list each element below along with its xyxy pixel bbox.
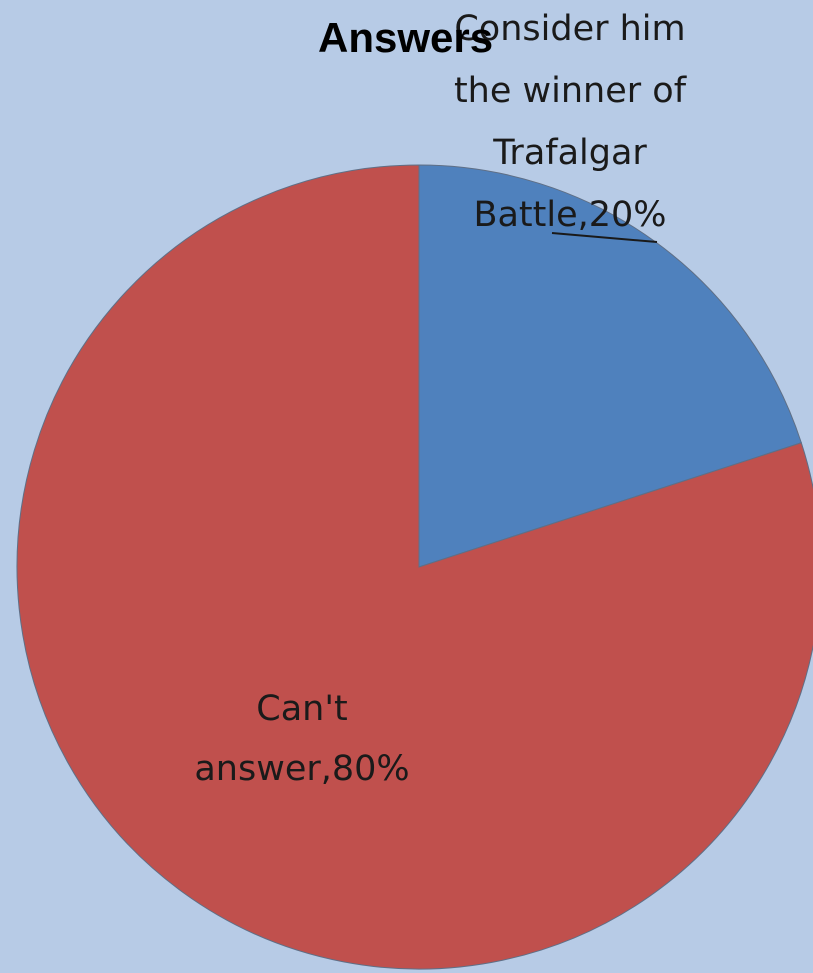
slice-labels: Consider him the winner of Trafalgar Battle… [194, 9, 686, 789]
slice-label-consider-him-the-winner-of-trafalgar-battle: Consider him the winner of Trafalgar Battle… [454, 9, 687, 235]
slice-label-line: Battle,20% [473, 195, 666, 235]
slice-label-line: Consider him [454, 9, 685, 49]
slice-label-line: Trafalgar [492, 133, 647, 173]
chart-title: Answers [318, 14, 493, 61]
pie-slices [16, 164, 813, 970]
slice-label-line: the winner of [454, 71, 687, 111]
slice-label-can-t-answer: Can't answer,80% [194, 689, 409, 789]
slice-label-line: Can't [256, 689, 347, 729]
slice-label-line: answer,80% [194, 749, 409, 789]
pie-slice-can-t-answer [16, 164, 813, 970]
leader-line [551, 232, 658, 243]
